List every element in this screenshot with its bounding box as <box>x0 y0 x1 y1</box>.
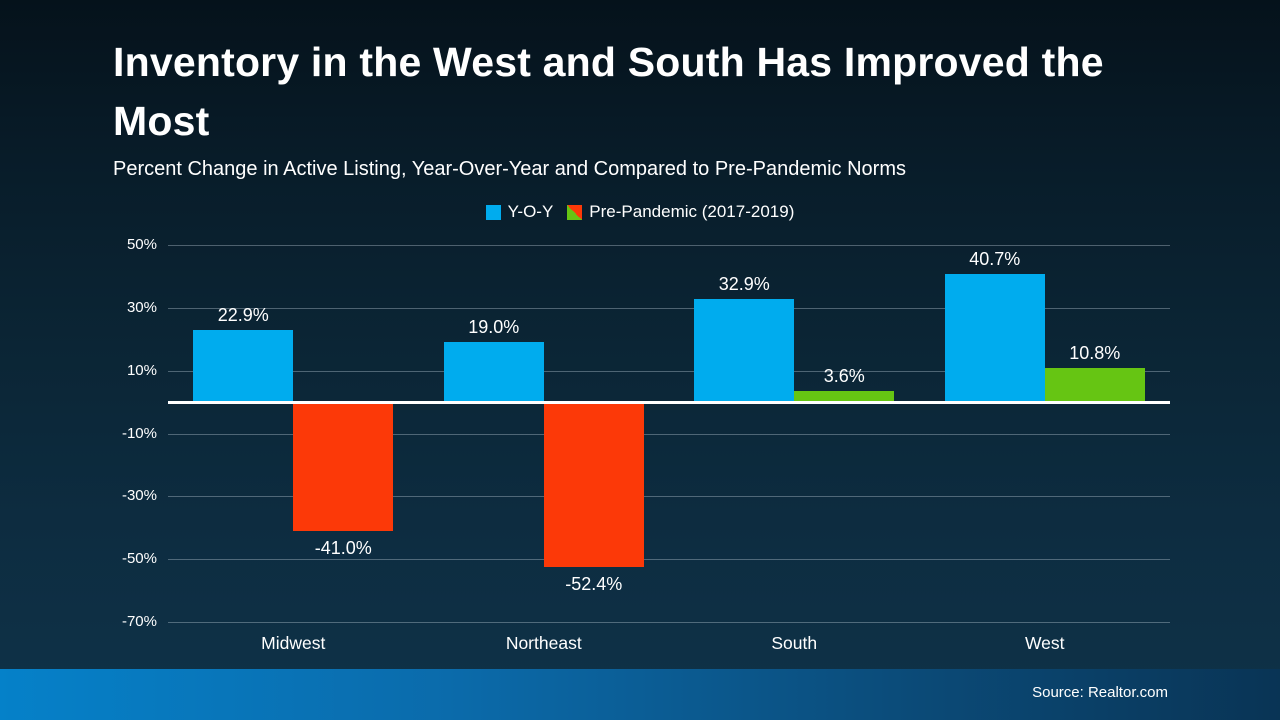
bar-value-label: 40.7% <box>969 249 1021 270</box>
legend-label-prepandemic: Pre-Pandemic (2017-2019) <box>589 202 795 221</box>
bar-value-label: 19.0% <box>468 317 520 338</box>
gridline <box>168 370 1170 372</box>
y-tick-label: -30% <box>121 487 157 505</box>
bar-yoy-northeast <box>443 342 544 403</box>
x-axis-label-south: South <box>771 633 818 653</box>
y-tick-label: -10% <box>121 424 157 442</box>
bar-prepandemic-west <box>1044 368 1145 403</box>
legend-label-yoy: Y-O-Y <box>507 202 554 221</box>
bar-value-label: -41.0% <box>314 537 372 558</box>
legend-item-yoy: Y-O-Y <box>485 202 554 222</box>
bar-yoy-south <box>694 298 795 403</box>
y-tick-label: 50% <box>126 236 157 253</box>
legend-swatch-yoy-icon <box>485 204 501 220</box>
gridline <box>168 496 1170 498</box>
bar-yoy-midwest <box>193 330 294 403</box>
bar-prepandemic-northeast <box>543 402 644 567</box>
bar-value-label: -52.4% <box>565 573 623 594</box>
bar-prepandemic-midwest <box>293 402 394 531</box>
gridline <box>168 433 1170 435</box>
footer-band: Source: Realtor.com <box>0 669 1280 720</box>
y-tick-label: -70% <box>121 613 157 630</box>
x-axis-label-west: West <box>1024 633 1065 653</box>
bar-yoy-west <box>944 274 1045 403</box>
bar-value-label: 10.8% <box>1069 343 1121 364</box>
y-tick-label: 10% <box>126 361 157 379</box>
gridline <box>168 245 1170 246</box>
gridline <box>168 622 1170 623</box>
bar-value-label: 32.9% <box>718 273 770 294</box>
gridline <box>168 307 1170 309</box>
gridline <box>168 559 1170 561</box>
y-tick-label: -50% <box>121 550 157 568</box>
legend-item-prepandemic: Pre-Pandemic (2017-2019) <box>567 202 794 222</box>
y-tick-label: 30% <box>126 298 157 316</box>
zero-baseline <box>168 401 1170 405</box>
chart-title: Inventory in the West and South Has Impr… <box>113 39 1104 145</box>
bar-value-label: 22.9% <box>217 305 269 326</box>
bar-prepandemic-south <box>794 390 895 403</box>
legend: Y-O-Y Pre-Pandemic (2017-2019) <box>0 201 1280 223</box>
source-text: Source: Realtor.com <box>1032 684 1168 701</box>
plot-area: 22.9% -41.0% 19.0% -52.4% 32.9% 3.6% 40.7% 10.8… <box>168 245 1170 623</box>
x-axis-label-northeast: Northeast <box>505 633 582 653</box>
bar-value-label: 3.6% <box>823 365 865 386</box>
x-axis-label-midwest: Midwest <box>261 633 326 653</box>
chart-subtitle: Percent Change in Active Listing, Year-O… <box>113 158 906 180</box>
legend-swatch-prepandemic-icon <box>567 204 583 220</box>
